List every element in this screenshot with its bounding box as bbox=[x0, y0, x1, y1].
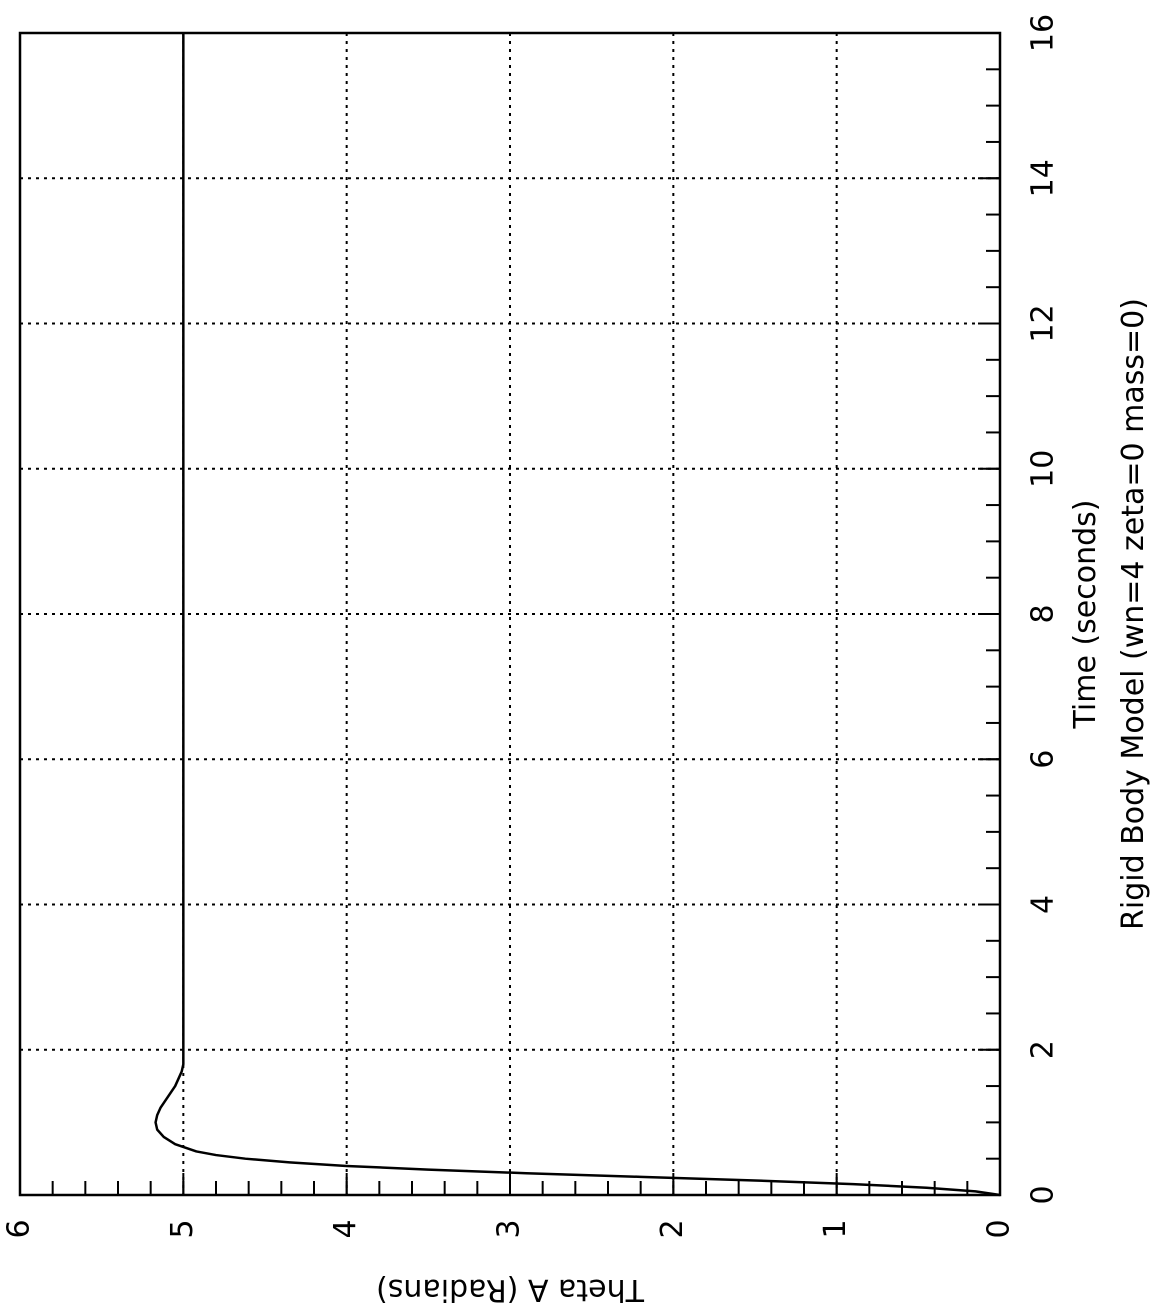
chart-caption: Rigid Body Model (wn=4 zeta=0 mass=0) bbox=[1116, 298, 1151, 930]
grid bbox=[20, 33, 1000, 1195]
x-tick-label: 6 bbox=[1026, 750, 1061, 769]
y-tick-label: 2 bbox=[655, 1219, 690, 1238]
y-tick-label: 5 bbox=[165, 1219, 200, 1238]
x-tick-label: 14 bbox=[1026, 159, 1061, 197]
x-tick-label: 12 bbox=[1026, 304, 1061, 342]
y-tick-label: 6 bbox=[2, 1219, 37, 1238]
x-tick-label: 0 bbox=[1026, 1185, 1061, 1204]
x-tick-label: 10 bbox=[1026, 450, 1061, 488]
y-tick-label: 3 bbox=[492, 1219, 527, 1238]
y-axis-label: Theta A (Radians) bbox=[376, 1272, 645, 1307]
x-tick-label: 2 bbox=[1026, 1040, 1061, 1059]
x-axis-label: Time (seconds) bbox=[1068, 500, 1103, 730]
y-tick-label: 4 bbox=[328, 1219, 363, 1238]
x-tick-label: 16 bbox=[1026, 14, 1061, 52]
y-tick-label: 0 bbox=[982, 1219, 1017, 1238]
x-tick-labels: 0 2 4 6 8 10 12 14 16 bbox=[1026, 14, 1061, 1205]
series-line bbox=[154, 33, 1001, 1197]
minor-ticks bbox=[19, 32, 1001, 1196]
x-tick-label: 8 bbox=[1026, 604, 1061, 623]
series-layer bbox=[154, 33, 1001, 1197]
x-tick-label: 4 bbox=[1026, 895, 1061, 914]
y-tick-label: 1 bbox=[818, 1219, 853, 1238]
y-tick-labels: 0 1 2 3 4 5 6 bbox=[2, 1219, 1017, 1238]
